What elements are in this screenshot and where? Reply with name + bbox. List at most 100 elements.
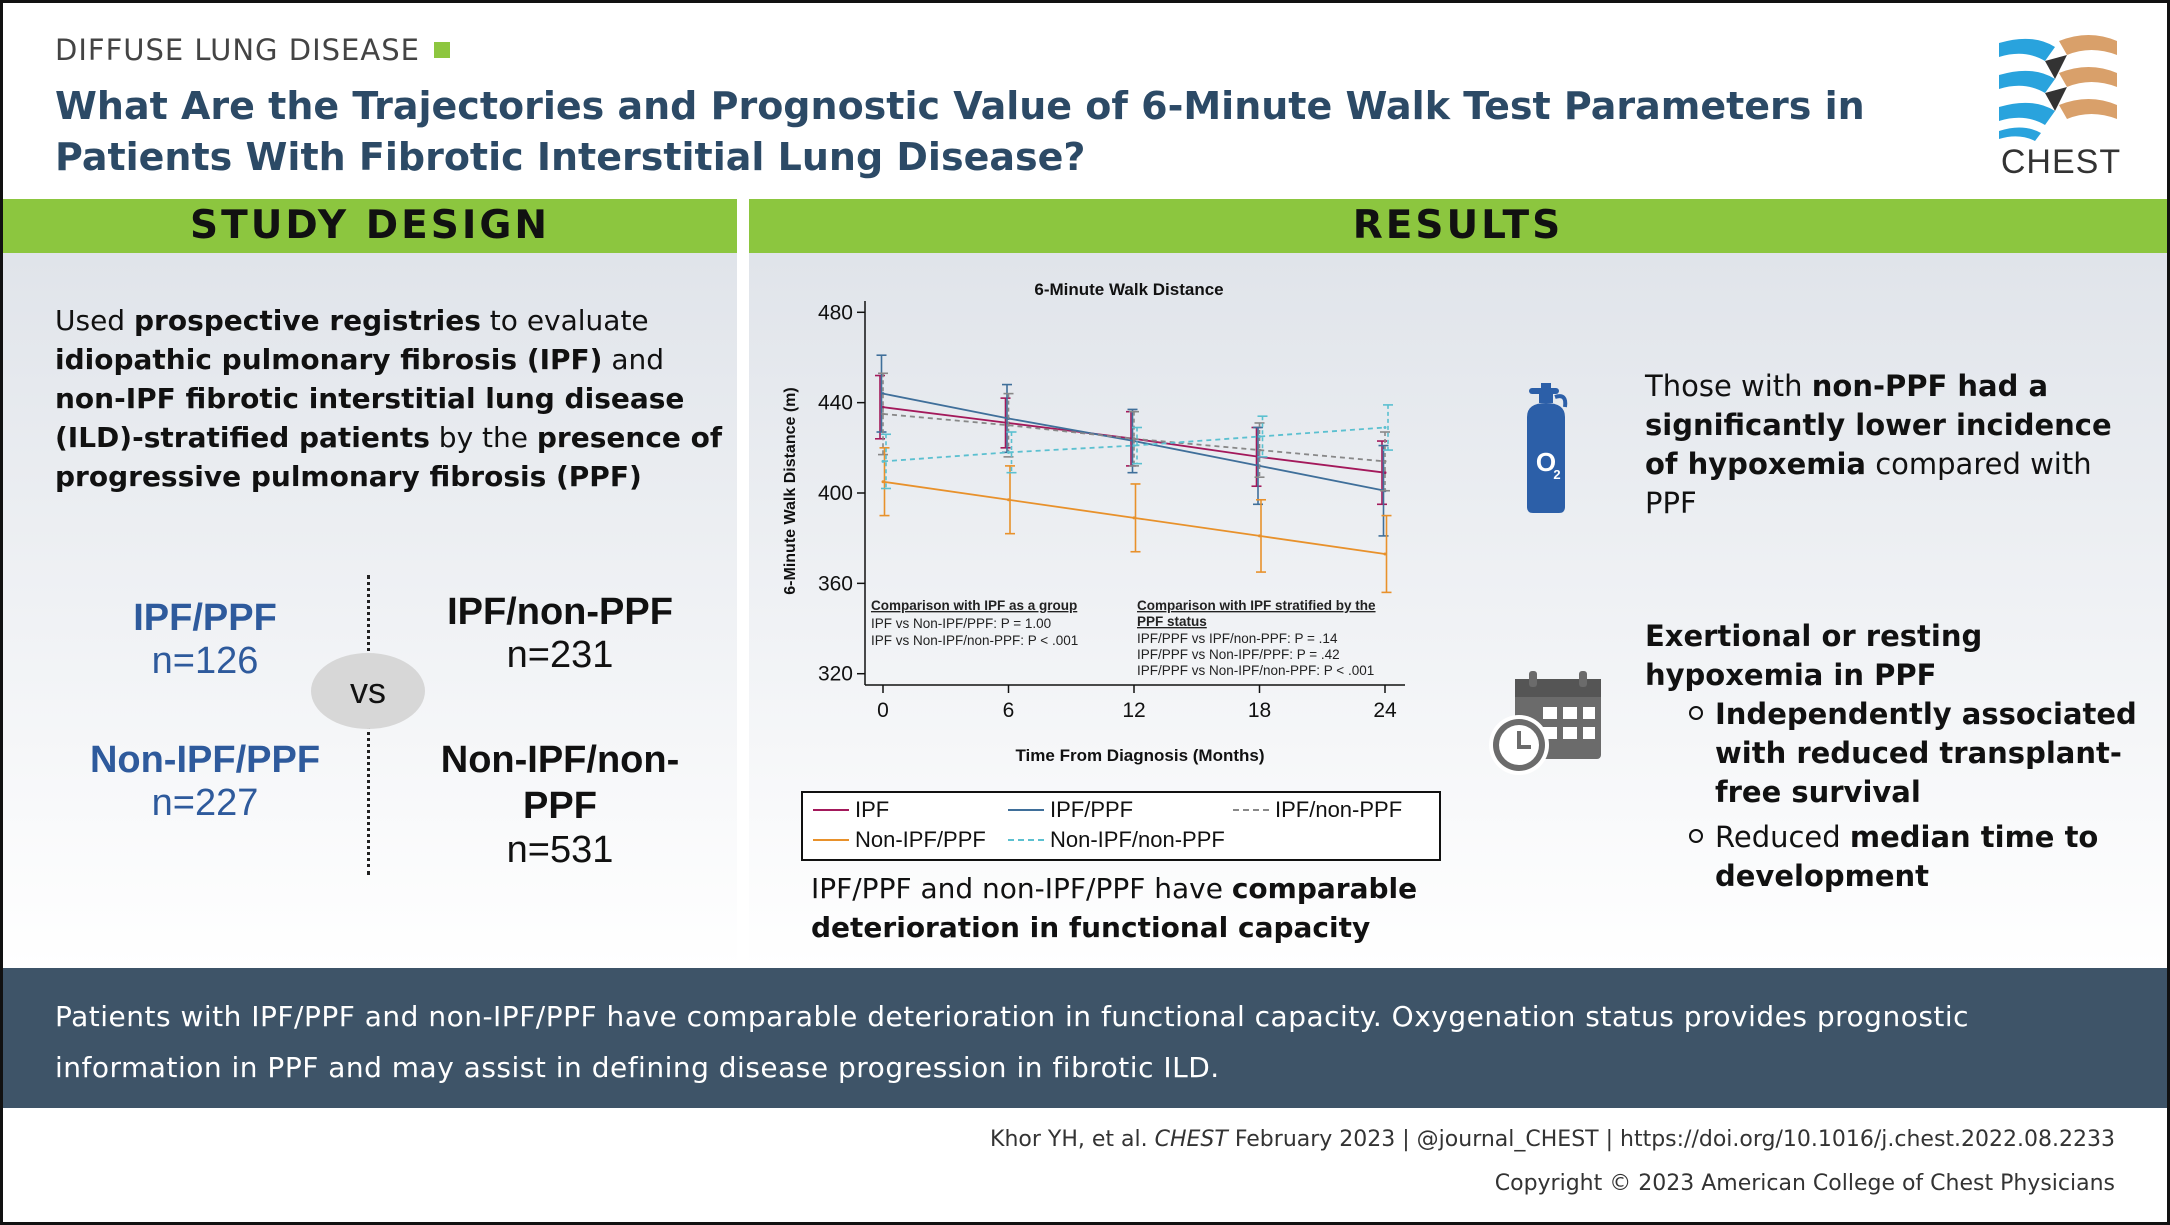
- data-point-non-ipf-ppf: [1007, 498, 1010, 502]
- finding-hypoxemia-heading: Exertional or resting hypoxemia in PPF: [1645, 619, 1983, 692]
- design-text-part: to evaluate: [480, 304, 649, 337]
- annotation-right-title: Comparison with IPF stratified by the: [1137, 598, 1376, 613]
- group-count: n=531: [506, 829, 614, 871]
- bullet-text-bold: median time to development: [1715, 820, 2099, 893]
- oxygen-tank-icon: O 2: [1527, 383, 1568, 513]
- category-label: DIFFUSE LUNG DISEASE: [55, 33, 420, 67]
- legend-item-non-ipf-non-ppf: Non-IPF/non-PPF: [1008, 827, 1225, 853]
- data-point-ipf-non-ppf: [1258, 448, 1261, 452]
- y-tick-label: 400: [818, 482, 853, 505]
- data-point-non-ipf-non-ppf: [1258, 435, 1261, 439]
- data-point-non-ipf-non-ppf: [1007, 450, 1010, 454]
- annotation-left-line: IPF vs Non-IPF/non-PPF: P < .001: [871, 633, 1078, 648]
- finding-part: compared with PPF: [1645, 447, 2092, 520]
- legend-label: IPF/PPF: [1050, 797, 1134, 822]
- bullet-text: Independently associated with reduced tr…: [1715, 697, 2137, 809]
- conclusion-text: Patients with IPF/PPF and non-IPF/PPF ha…: [55, 991, 2115, 1093]
- y-axis-label: 6-Minute Walk Distance (m): [782, 387, 799, 594]
- citation-authors: Khor YH, et al.: [990, 1127, 1155, 1152]
- design-text-part: Used: [55, 304, 134, 337]
- group-ipf-ppf: IPF/PPF n=126: [65, 597, 345, 683]
- svg-text:2: 2: [1553, 467, 1560, 482]
- bullet-item: Reduced median time to development: [1689, 818, 2155, 896]
- x-tick-label: 24: [1373, 699, 1397, 722]
- group-count: n=126: [151, 640, 259, 682]
- title-line-2: Patients With Fibrotic Interstitial Lung…: [55, 135, 1086, 179]
- x-tick-label: 18: [1248, 699, 1271, 722]
- finding-bullets: Independently associated with reduced tr…: [1689, 695, 2155, 902]
- citation-details: February 2023 | @journal_CHEST | https:/…: [1227, 1127, 2115, 1152]
- data-point-non-ipf-ppf: [1258, 534, 1261, 538]
- legend-label: IPF: [855, 797, 890, 822]
- citation: Khor YH, et al. CHEST February 2023 | @j…: [990, 1127, 2115, 1152]
- page-title: What Are the Trajectories and Prognostic…: [55, 81, 1955, 183]
- legend-swatch: [1008, 809, 1044, 811]
- design-text-bold: non-IPF fibrotic interstitial lung disea…: [55, 382, 685, 454]
- design-text-part: by the: [429, 421, 537, 454]
- category-tag: DIFFUSE LUNG DISEASE: [55, 33, 450, 67]
- caption-bold: comparable deterioration in functional c…: [811, 872, 1418, 944]
- walk-distance-chart: 6-Minute Walk Distance 6-Minute Walk Dis…: [782, 280, 1405, 765]
- legend-item-non-ipf-ppf: Non-IPF/PPF: [813, 827, 986, 853]
- group-name: Non-IPF/PPF: [89, 739, 321, 781]
- data-point-non-ipf-non-ppf: [1132, 444, 1136, 448]
- group-name: Non-IPF/non-PPF: [440, 739, 680, 827]
- chest-logo-icon: [1999, 35, 2117, 141]
- data-point-ipf-non-ppf: [1007, 423, 1010, 427]
- chart-caption: IPF/PPF and non-IPF/PPF have comparable …: [811, 869, 1431, 947]
- green-square-icon: [433, 42, 450, 58]
- legend-label: IPF/non-PPF: [1275, 797, 1403, 822]
- finding-part: Those with: [1645, 369, 1812, 403]
- x-axis-label: Time From Diagnosis (Months): [1015, 746, 1264, 765]
- group-count: n=227: [151, 782, 259, 824]
- annotation-left-line: IPF vs Non-IPF/PPF: P = 1.00: [871, 616, 1051, 631]
- group-name: IPF/non-PPF: [447, 591, 673, 633]
- legend-item-ipf-ppf: IPF/PPF: [1008, 797, 1133, 823]
- x-tick-label: 6: [1003, 699, 1015, 722]
- svg-text:O: O: [1536, 447, 1556, 477]
- bullet-item: Independently associated with reduced tr…: [1689, 695, 2155, 812]
- y-tick-label: 440: [818, 392, 853, 415]
- legend-swatch: [1233, 809, 1269, 811]
- data-point-non-ipf-non-ppf: [1383, 425, 1387, 429]
- group-count: n=231: [506, 634, 614, 676]
- conclusion-banner: [3, 968, 2167, 1108]
- legend-item-ipf: IPF: [813, 797, 889, 823]
- chart-legend: IPF IPF/PPF IPF/non-PPF Non-IPF/PPF Non-…: [801, 791, 1441, 861]
- data-point-ipf-non-ppf: [1383, 459, 1387, 463]
- conclusion-line: Patients with IPF/PPF and non-IPF/PPF ha…: [55, 1000, 1970, 1033]
- data-point-non-ipf-ppf: [1383, 552, 1387, 556]
- annotation-right-line: IPF/PPF vs IPF/non-PPF: P = .14: [1137, 631, 1338, 646]
- annotation-right-line: IPF/PPF vs Non-IPF/PPF: P = .42: [1137, 647, 1340, 662]
- study-design-panel: [3, 253, 737, 968]
- design-text-part: and: [602, 343, 665, 376]
- title-line-1: What Are the Trajectories and Prognostic…: [55, 84, 1865, 128]
- design-text-bold: prospective registries: [133, 304, 481, 337]
- legend-item-ipf-non-ppf: IPF/non-PPF: [1233, 797, 1402, 823]
- citation-journal: CHEST: [1154, 1127, 1228, 1152]
- study-design-heading: STUDY DESIGN: [3, 199, 737, 253]
- group-name: IPF/PPF: [133, 597, 277, 639]
- legend-swatch: [813, 839, 849, 841]
- annotation-right-line: IPF/PPF vs Non-IPF/non-PPF: P < .001: [1137, 663, 1374, 678]
- annotation-right-title: PPF status: [1137, 614, 1207, 629]
- bullet-text: Reduced: [1715, 820, 1850, 854]
- chest-logo-text: CHEST: [2000, 143, 2122, 181]
- results-heading: RESULTS: [749, 199, 2167, 253]
- design-text-bold: presence of progressive pulmonary fibros…: [55, 421, 723, 493]
- data-point-non-ipf-ppf: [1132, 516, 1136, 520]
- caption-part: IPF/PPF and non-IPF/PPF have: [811, 872, 1232, 905]
- y-tick-label: 360: [818, 572, 853, 595]
- legend-label: Non-IPF/PPF: [855, 827, 986, 852]
- vs-badge: vs: [311, 653, 425, 729]
- copyright: Copyright © 2023 American College of Che…: [1494, 1171, 2115, 1196]
- legend-swatch: [813, 809, 849, 811]
- legend-swatch: [1008, 839, 1044, 841]
- study-design-text: Used prospective registries to evaluate …: [55, 301, 725, 496]
- annotation-left-title: Comparison with IPF as a group: [871, 598, 1077, 613]
- chart-title: 6-Minute Walk Distance: [1034, 280, 1223, 299]
- finding-hypoxemia-incidence: Those with non-PPF had a significantly l…: [1645, 367, 2145, 523]
- data-point-ipf-non-ppf: [881, 412, 885, 416]
- bullet-icon: [1689, 829, 1703, 843]
